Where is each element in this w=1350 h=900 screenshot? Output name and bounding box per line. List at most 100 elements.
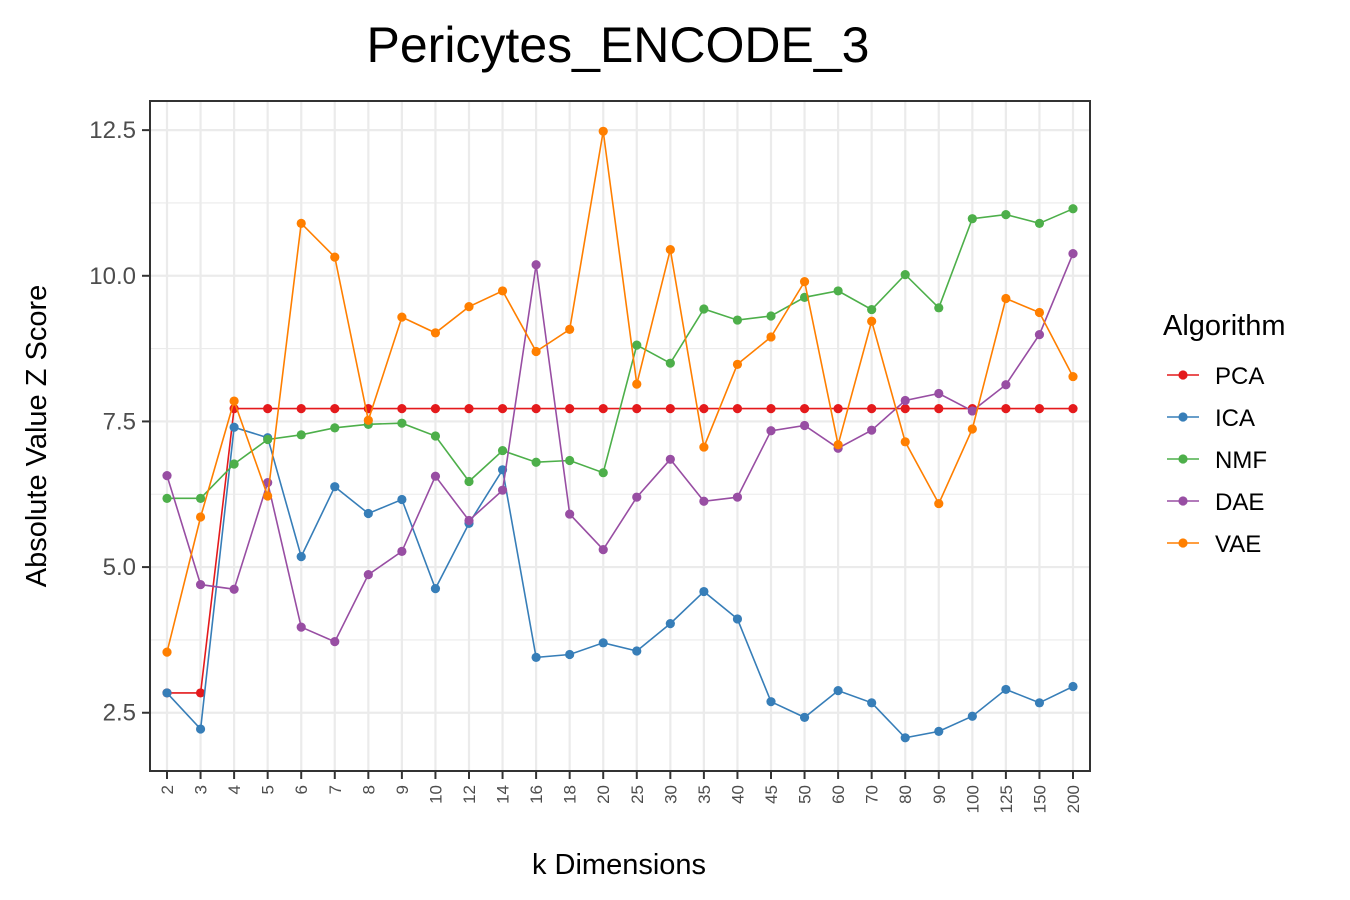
data-point-pca — [195, 688, 206, 698]
y-tick-label: 12.5 — [89, 117, 136, 144]
data-point-dae — [665, 454, 675, 464]
y-axis-title: Absolute Value Z Score — [21, 285, 53, 588]
data-point-pca — [833, 404, 843, 414]
legend-items: PCA ICA NMF DAE VAE — [1167, 363, 1267, 558]
data-point-pca — [1001, 404, 1011, 414]
data-point-dae — [565, 509, 575, 519]
grid-lines — [150, 101, 1090, 771]
y-tick-label: 2.5 — [103, 700, 136, 727]
data-point-ica — [799, 712, 810, 723]
data-point-vae — [464, 302, 474, 312]
series-line-ica — [166, 426, 1074, 739]
data-point-ica — [699, 586, 709, 597]
data-point-vae — [632, 379, 642, 389]
data-point-vae — [732, 359, 743, 369]
legend-item-nmf: NMF — [1167, 447, 1267, 474]
data-point-nmf — [497, 445, 508, 456]
data-point-vae — [162, 647, 172, 657]
data-point-ica — [330, 482, 340, 492]
data-point-vae — [598, 126, 608, 136]
data-point-dae — [766, 426, 776, 436]
data-point-dae — [296, 622, 306, 632]
data-point-pca — [934, 404, 944, 414]
data-point-pca — [665, 404, 675, 414]
data-point-nmf — [195, 493, 206, 503]
data-point-vae — [1001, 293, 1011, 304]
data-point-ica — [967, 711, 977, 721]
data-point-pca — [632, 404, 642, 414]
x-tick-label: 60 — [829, 785, 848, 804]
x-tick-label: 90 — [930, 785, 949, 804]
data-point-vae — [967, 424, 977, 434]
series-lines — [162, 126, 1078, 743]
data-point-dae — [1034, 330, 1045, 340]
x-tick-label: 18 — [561, 785, 580, 804]
data-point-dae — [799, 420, 810, 431]
data-point-dae — [867, 425, 877, 435]
data-point-dae — [1068, 249, 1078, 259]
x-tick-label: 40 — [728, 785, 747, 804]
data-point-nmf — [531, 457, 541, 467]
legend-key-point — [1178, 538, 1188, 548]
x-tick-label: 80 — [896, 785, 915, 804]
data-point-nmf — [732, 315, 743, 325]
x-tick-label: 4 — [225, 785, 244, 794]
data-point-dae — [934, 388, 944, 399]
data-point-ica — [565, 649, 575, 660]
x-tick-label: 5 — [259, 785, 278, 794]
y-axis: 2.5 5.0 7.5 10.0 12.5 — [89, 117, 150, 727]
data-point-dae — [699, 496, 709, 506]
data-point-dae — [967, 406, 977, 416]
series-nmf — [162, 204, 1078, 503]
legend: Algorithm PCA ICA NMF DAE VAE — [1163, 310, 1286, 558]
x-tick-label: 50 — [796, 785, 815, 804]
plot-background — [150, 101, 1090, 771]
data-point-vae — [900, 437, 910, 447]
x-tick-label: 70 — [863, 785, 882, 804]
x-tick-label: 150 — [1030, 785, 1049, 813]
data-point-vae — [1034, 307, 1045, 318]
data-point-ica — [296, 552, 306, 562]
data-point-pca — [430, 404, 441, 414]
data-point-vae — [766, 332, 776, 342]
data-point-ica — [867, 698, 877, 708]
data-point-dae — [732, 492, 743, 502]
data-point-ica — [766, 697, 776, 707]
x-tick-label: 25 — [628, 785, 647, 804]
data-point-pca — [766, 404, 776, 414]
data-point-dae — [330, 637, 340, 647]
data-point-nmf — [296, 430, 306, 440]
x-tick-label: 10 — [426, 785, 445, 804]
data-point-nmf — [162, 493, 172, 503]
series-vae — [162, 126, 1078, 657]
x-tick-label: 125 — [997, 785, 1016, 813]
data-point-dae — [900, 395, 910, 406]
x-tick-label: 2 — [158, 785, 177, 794]
data-point-vae — [799, 277, 810, 287]
data-point-nmf — [766, 311, 776, 321]
data-point-nmf — [430, 431, 441, 441]
series-line-nmf — [167, 208, 1074, 500]
data-point-ica — [598, 638, 608, 648]
data-point-ica — [195, 724, 206, 734]
data-point-vae — [229, 396, 239, 406]
legend-key-point — [1178, 412, 1188, 422]
data-point-ica — [229, 422, 239, 432]
data-point-vae — [497, 286, 508, 296]
data-point-pca — [598, 404, 608, 414]
x-tick-label: 20 — [594, 785, 613, 804]
x-axis: 2 3 4 5 6 7 8 9 10 12 14 16 18 20 25 30 35 40 45 50 60 70 80 90… — [158, 771, 1083, 813]
data-point-vae — [397, 312, 407, 322]
data-point-nmf — [263, 434, 273, 445]
x-tick-label: 12 — [460, 785, 479, 804]
data-point-vae — [430, 328, 441, 338]
data-point-pca — [1068, 404, 1078, 414]
x-tick-label: 200 — [1064, 785, 1083, 813]
data-point-dae — [531, 260, 541, 270]
legend-label: DAE — [1215, 489, 1264, 516]
data-point-nmf — [565, 455, 575, 466]
data-point-vae — [665, 244, 675, 255]
plot-panel — [149, 100, 1091, 772]
data-point-nmf — [867, 304, 877, 315]
x-tick-label: 8 — [359, 785, 378, 794]
